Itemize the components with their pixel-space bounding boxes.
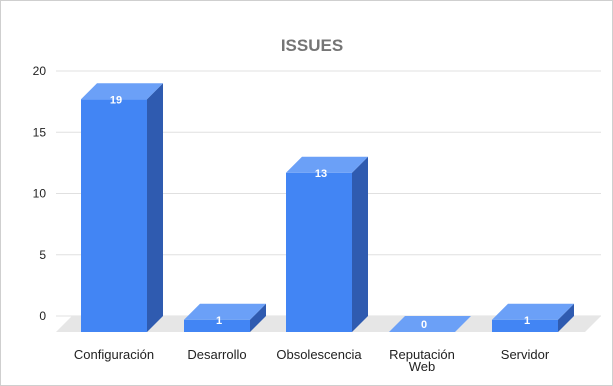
x-category-line: Servidor [501, 347, 550, 362]
x-category-line: Web [409, 359, 436, 374]
x-category-label: Reputación Web [389, 347, 455, 374]
x-category-label: Configuración [74, 347, 154, 362]
x-category-line: Configuración [74, 347, 154, 362]
x-category-line: Desarrollo [187, 347, 246, 362]
bar-side [250, 303, 266, 332]
y-tick-label: 5 [39, 248, 46, 262]
data-label: 0 [421, 319, 427, 331]
x-category-label: Servidor [501, 347, 550, 362]
bar-side [352, 156, 368, 332]
data-labels: 19 1 13 0 1 [110, 94, 530, 331]
bar-2 [184, 303, 266, 332]
bar-5 [492, 303, 574, 332]
y-tick-label: 10 [33, 187, 47, 201]
bar-front [286, 172, 352, 332]
data-label: 1 [216, 315, 222, 327]
bar-top [286, 156, 368, 173]
bar-side [147, 83, 163, 332]
x-category-line: Obsolescencia [276, 347, 362, 362]
bar-front [492, 319, 558, 332]
bar-3 [286, 156, 368, 332]
bar-top [81, 83, 163, 100]
data-label: 13 [315, 168, 327, 180]
bar-front [81, 99, 147, 332]
x-category-label: Obsolescencia [276, 347, 362, 362]
y-axis-ticks: 0 5 10 15 20 [33, 64, 47, 323]
x-category-label: Desarrollo [187, 347, 246, 362]
chart-title: ISSUES [281, 36, 343, 55]
bar-1 [81, 83, 163, 332]
bar-top [492, 303, 574, 320]
bar-4 [389, 316, 471, 332]
bar-side [558, 303, 574, 332]
y-tick-label: 20 [33, 64, 47, 78]
y-tick-label: 0 [39, 309, 46, 323]
bars [81, 83, 574, 332]
x-category-line: Reputación [389, 347, 455, 362]
data-label: 19 [110, 94, 122, 106]
x-axis-labels: Configuración Desarrollo Obsolescencia Repu… [74, 347, 550, 374]
y-tick-label: 15 [33, 125, 47, 139]
bar-top [389, 316, 471, 332]
bar-top [184, 303, 266, 320]
bar-front [184, 319, 250, 332]
data-label: 1 [524, 315, 530, 327]
